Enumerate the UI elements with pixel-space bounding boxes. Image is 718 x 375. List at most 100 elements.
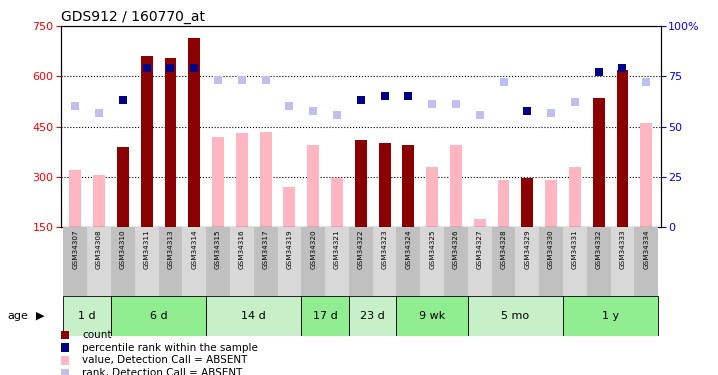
Point (593, 69, 605, 75)
Bar (378, 143, 391, 227)
Bar (93, 175, 105, 227)
Point (450, 102, 462, 108)
Bar (396, 227, 420, 296)
Bar (331, 178, 343, 227)
Bar (563, 227, 587, 296)
Bar (61, 356, 69, 365)
Point (236, 77, 248, 83)
Text: GSM34334: GSM34334 (643, 229, 649, 268)
Text: 17 d: 17 d (313, 311, 337, 321)
Text: 5 mo: 5 mo (501, 311, 529, 321)
Text: GSM34321: GSM34321 (334, 229, 340, 268)
Point (189, 65, 200, 71)
Text: GSM34325: GSM34325 (429, 229, 435, 268)
Text: 23 d: 23 d (360, 311, 385, 321)
Bar (450, 145, 462, 227)
Point (355, 98, 366, 104)
Bar (355, 140, 367, 227)
Bar (539, 227, 563, 296)
Bar (492, 227, 516, 296)
Bar (617, 70, 628, 227)
Bar (396, 296, 468, 336)
Bar (468, 227, 492, 296)
Bar (63, 296, 111, 336)
Bar (284, 187, 295, 227)
Point (640, 80, 652, 86)
Text: GSM34330: GSM34330 (548, 229, 554, 268)
Bar (563, 296, 658, 336)
Text: GSM34319: GSM34319 (286, 229, 292, 268)
Bar (516, 227, 539, 296)
Text: 1 d: 1 d (78, 311, 96, 321)
Bar (61, 344, 69, 352)
Bar (610, 227, 635, 296)
Point (546, 110, 557, 116)
Point (164, 65, 176, 71)
Bar (307, 145, 320, 227)
Bar (302, 296, 349, 336)
Text: value, Detection Call = ABSENT: value, Detection Call = ABSENT (82, 356, 248, 365)
Bar (587, 227, 610, 296)
Bar (302, 227, 325, 296)
Text: GSM34307: GSM34307 (73, 229, 78, 268)
Bar (164, 58, 177, 227)
Point (426, 102, 438, 108)
Bar (111, 296, 206, 336)
Bar (159, 227, 182, 296)
Text: GSM34311: GSM34311 (144, 229, 149, 268)
Point (617, 65, 628, 71)
Text: GDS912 / 160770_at: GDS912 / 160770_at (61, 10, 205, 24)
Point (521, 108, 533, 114)
Text: GSM34320: GSM34320 (310, 229, 316, 268)
Text: GSM34322: GSM34322 (358, 229, 364, 268)
Text: GSM34328: GSM34328 (500, 229, 506, 268)
Bar (640, 123, 652, 227)
Bar (635, 227, 658, 296)
Text: GSM34332: GSM34332 (596, 229, 602, 268)
Point (213, 77, 224, 83)
Bar (87, 227, 111, 296)
Point (141, 65, 152, 71)
Point (307, 108, 319, 114)
Bar (521, 178, 533, 227)
Text: age: age (7, 311, 28, 321)
Bar (206, 227, 230, 296)
Bar (206, 296, 302, 336)
Text: 9 wk: 9 wk (419, 311, 445, 321)
Point (93, 110, 105, 116)
Point (117, 98, 129, 104)
Bar (569, 166, 581, 227)
Text: GSM34323: GSM34323 (381, 229, 388, 268)
Text: GSM34324: GSM34324 (406, 229, 411, 268)
Text: GSM34310: GSM34310 (120, 229, 126, 268)
Text: GSM34327: GSM34327 (477, 229, 482, 268)
Bar (135, 227, 159, 296)
Bar (182, 227, 206, 296)
Text: GSM34333: GSM34333 (620, 229, 625, 268)
Point (379, 93, 391, 99)
Bar (373, 227, 396, 296)
Bar (230, 227, 253, 296)
Bar (117, 147, 129, 227)
Text: GSM34316: GSM34316 (239, 229, 245, 268)
Bar (498, 180, 510, 227)
Text: GSM34317: GSM34317 (263, 229, 269, 268)
Bar (278, 227, 302, 296)
Text: GSM34313: GSM34313 (167, 229, 174, 268)
Bar (111, 227, 135, 296)
Point (498, 80, 509, 86)
Bar (468, 296, 563, 336)
Point (260, 77, 271, 83)
Bar (61, 369, 69, 375)
Bar (545, 180, 557, 227)
Bar (253, 227, 278, 296)
Bar (141, 56, 153, 227)
Bar (349, 296, 396, 336)
Bar (426, 166, 438, 227)
Bar (349, 227, 373, 296)
Point (569, 99, 581, 105)
Point (284, 104, 295, 110)
Text: ▶: ▶ (36, 311, 45, 321)
Bar (444, 227, 468, 296)
Text: count: count (82, 330, 111, 340)
